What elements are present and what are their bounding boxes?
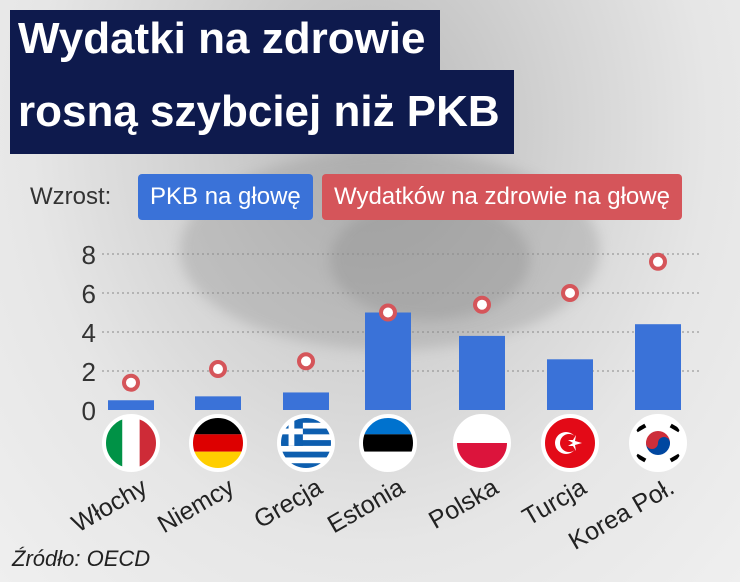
bar [547, 359, 593, 410]
background-blob [330, 200, 530, 320]
bar [365, 312, 411, 410]
bar [459, 335, 505, 410]
germany-flag-icon [189, 414, 247, 472]
bar [108, 400, 154, 410]
y-tick-label: 2 [82, 357, 96, 387]
data-dot [649, 252, 667, 271]
bar [283, 392, 329, 410]
legend-item-health: Wydatków na zdrowie na głowę [322, 174, 682, 220]
data-dot [379, 303, 397, 322]
data-dot [297, 352, 315, 371]
x-tick-label: Polska [424, 473, 503, 535]
legend-prefix: Wzrost: [30, 183, 112, 210]
italy-flag-icon [102, 414, 160, 472]
poland-flag-icon [453, 414, 511, 472]
x-tick-label: Grecja [249, 473, 327, 534]
y-tick-label: 6 [82, 279, 96, 309]
chart-title-line-2: rosną szybciej niż PKB [10, 70, 514, 154]
y-tick-label: 0 [82, 396, 96, 426]
data-dot [473, 295, 491, 314]
x-tick-label: Estonia [323, 473, 409, 539]
x-tick-label: Włochy [67, 473, 152, 538]
data-dot [209, 360, 227, 379]
data-dot [561, 284, 579, 302]
y-tick-label: 4 [82, 318, 96, 348]
bar [195, 396, 241, 410]
estonia-flag-icon [359, 414, 417, 472]
greece-flag-icon [277, 414, 335, 472]
bar [635, 324, 681, 410]
chart-title-line-1: Wydatki na zdrowie [10, 10, 440, 72]
south-korea-flag-icon [629, 414, 687, 472]
legend-item-pkb: PKB na głowę [138, 174, 313, 220]
y-tick-label: 8 [82, 240, 96, 270]
data-dot [122, 373, 140, 392]
source-note: Źródło: OECD [12, 546, 151, 571]
x-tick-label: Niemcy [153, 473, 240, 539]
turkey-flag-icon [541, 414, 599, 472]
